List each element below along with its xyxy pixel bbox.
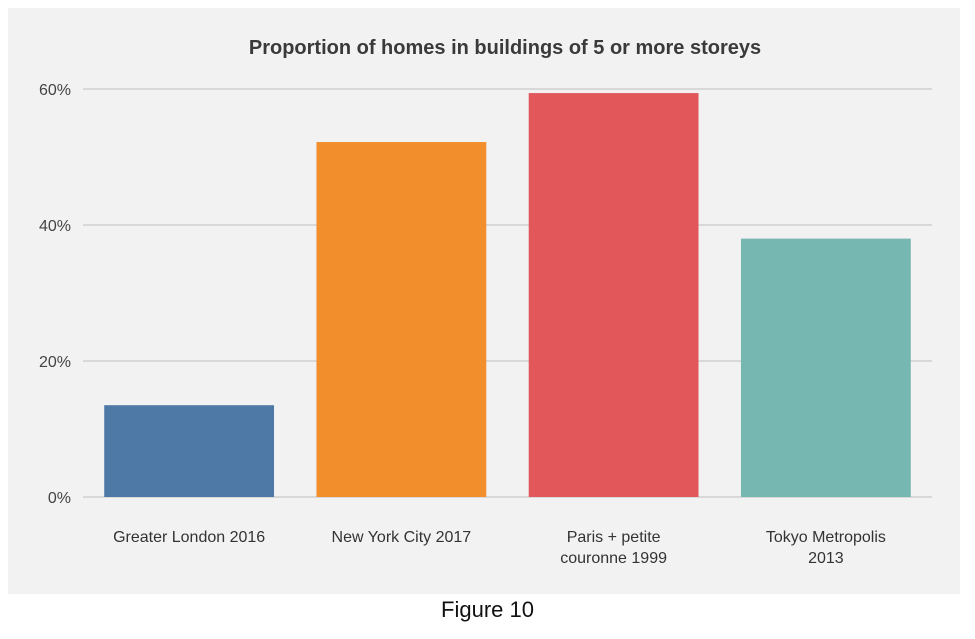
y-tick-label: 40% [39,218,71,235]
x-tick-label: Paris + petite couronne 1999 [560,529,667,567]
y-tick-label: 20% [39,354,71,371]
bars [104,93,911,498]
x-axis-labels: Greater London 2016 New York City 2017 Par… [113,529,886,567]
y-tick-label: 0% [48,490,71,507]
bar [528,93,699,497]
chart-panel: Proportion of homes in buildings of 5 or… [8,8,960,594]
x-tick-label: Tokyo Metropolis 2013 [766,529,886,567]
chart-title: Proportion of homes in buildings of 5 or… [249,37,761,59]
x-tick-label: New York City 2017 [332,529,472,546]
y-tick-label: 60% [39,82,71,99]
bar [740,238,911,497]
figure-caption: Figure 10 [441,597,534,622]
x-tick-label: Greater London 2016 [113,529,265,546]
bar-chart: Proportion of homes in buildings of 5 or… [39,37,932,567]
bar [104,405,275,497]
y-axis-ticks: 0% 20% 40% 60% [39,82,71,507]
bar [316,142,487,498]
